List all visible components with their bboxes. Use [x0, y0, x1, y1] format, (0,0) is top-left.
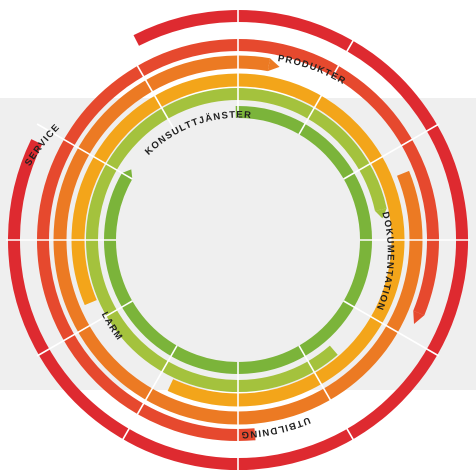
ring-arc: [104, 106, 372, 374]
divider-spoke: [343, 123, 440, 180]
ring-service: [8, 10, 468, 470]
divider-spoke: [298, 345, 355, 442]
ring-arc: [8, 10, 468, 470]
ring-dokumentation: [86, 88, 387, 392]
ring-produkter: [53, 55, 423, 425]
ring-arrow-head: [84, 293, 97, 306]
ring-arrow-head: [413, 310, 425, 324]
ring-utbildning: [37, 39, 439, 441]
ring-divider-spokes: [6, 8, 470, 472]
ring-arc: [53, 55, 423, 425]
ring-arc: [37, 39, 439, 441]
ring-arrow-head: [133, 34, 149, 46]
divider-spoke: [121, 38, 178, 135]
ring-arc: [86, 88, 387, 392]
ring-larm: [71, 73, 405, 407]
divider-spoke: [36, 300, 133, 357]
ring-arrow-head: [267, 58, 280, 72]
divider-spoke: [121, 345, 178, 442]
ring-arrow-head: [374, 208, 387, 219]
ring-arc: [71, 73, 405, 407]
divider-spoke: [36, 123, 133, 180]
divider-spoke: [343, 300, 440, 357]
divider-spoke: [298, 38, 355, 135]
